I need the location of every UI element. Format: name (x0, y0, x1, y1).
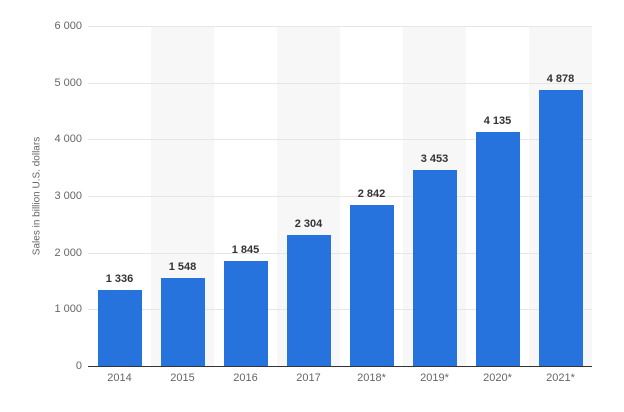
x-tick-label: 2020* (483, 372, 512, 384)
gridline (88, 82, 592, 84)
bar[interactable] (349, 204, 394, 366)
x-tick-label: 2017 (296, 372, 321, 384)
x-tick-label: 2014 (107, 372, 132, 384)
x-tick-label: 2021* (546, 372, 575, 384)
y-tick-label: 2 000 (54, 246, 82, 259)
y-tick-label: 0 (75, 360, 82, 372)
data-label: 4 878 (546, 72, 575, 85)
data-label: 1 336 (105, 273, 134, 286)
data-label: 2 842 (357, 187, 386, 200)
bar[interactable] (160, 278, 205, 366)
gridline (88, 196, 592, 197)
x-tick-label: 2018* (357, 372, 386, 384)
data-label: 4 135 (483, 114, 512, 127)
y-tick-label: 1 000 (54, 303, 82, 316)
gridline (88, 26, 592, 27)
x-axis-baseline (88, 366, 592, 367)
y-tick-label: 5 000 (54, 76, 82, 89)
bar[interactable] (475, 131, 520, 366)
data-label: 1 845 (231, 244, 260, 257)
gridline (88, 252, 592, 254)
bar[interactable] (97, 290, 142, 366)
y-tick-label: 4 000 (54, 133, 82, 146)
y-tick-label: 3 000 (54, 190, 82, 202)
plot-area: 1 336 1 548 1 845 2 304 2 842 3 453 4 135 4 878 (88, 26, 592, 366)
x-tick-label: 2016 (233, 372, 258, 384)
x-tick-label: 2015 (170, 372, 195, 384)
bar[interactable] (223, 261, 268, 366)
y-tick-label: 6 000 (54, 20, 82, 32)
data-label: 1 548 (168, 261, 197, 274)
gridline (88, 309, 592, 311)
bar[interactable] (412, 170, 457, 366)
bar[interactable] (286, 235, 331, 366)
data-label: 3 453 (420, 153, 449, 166)
gridline (88, 139, 592, 141)
bar[interactable] (538, 89, 583, 366)
data-label: 2 304 (294, 218, 323, 231)
x-tick-label: 2019* (420, 372, 449, 384)
